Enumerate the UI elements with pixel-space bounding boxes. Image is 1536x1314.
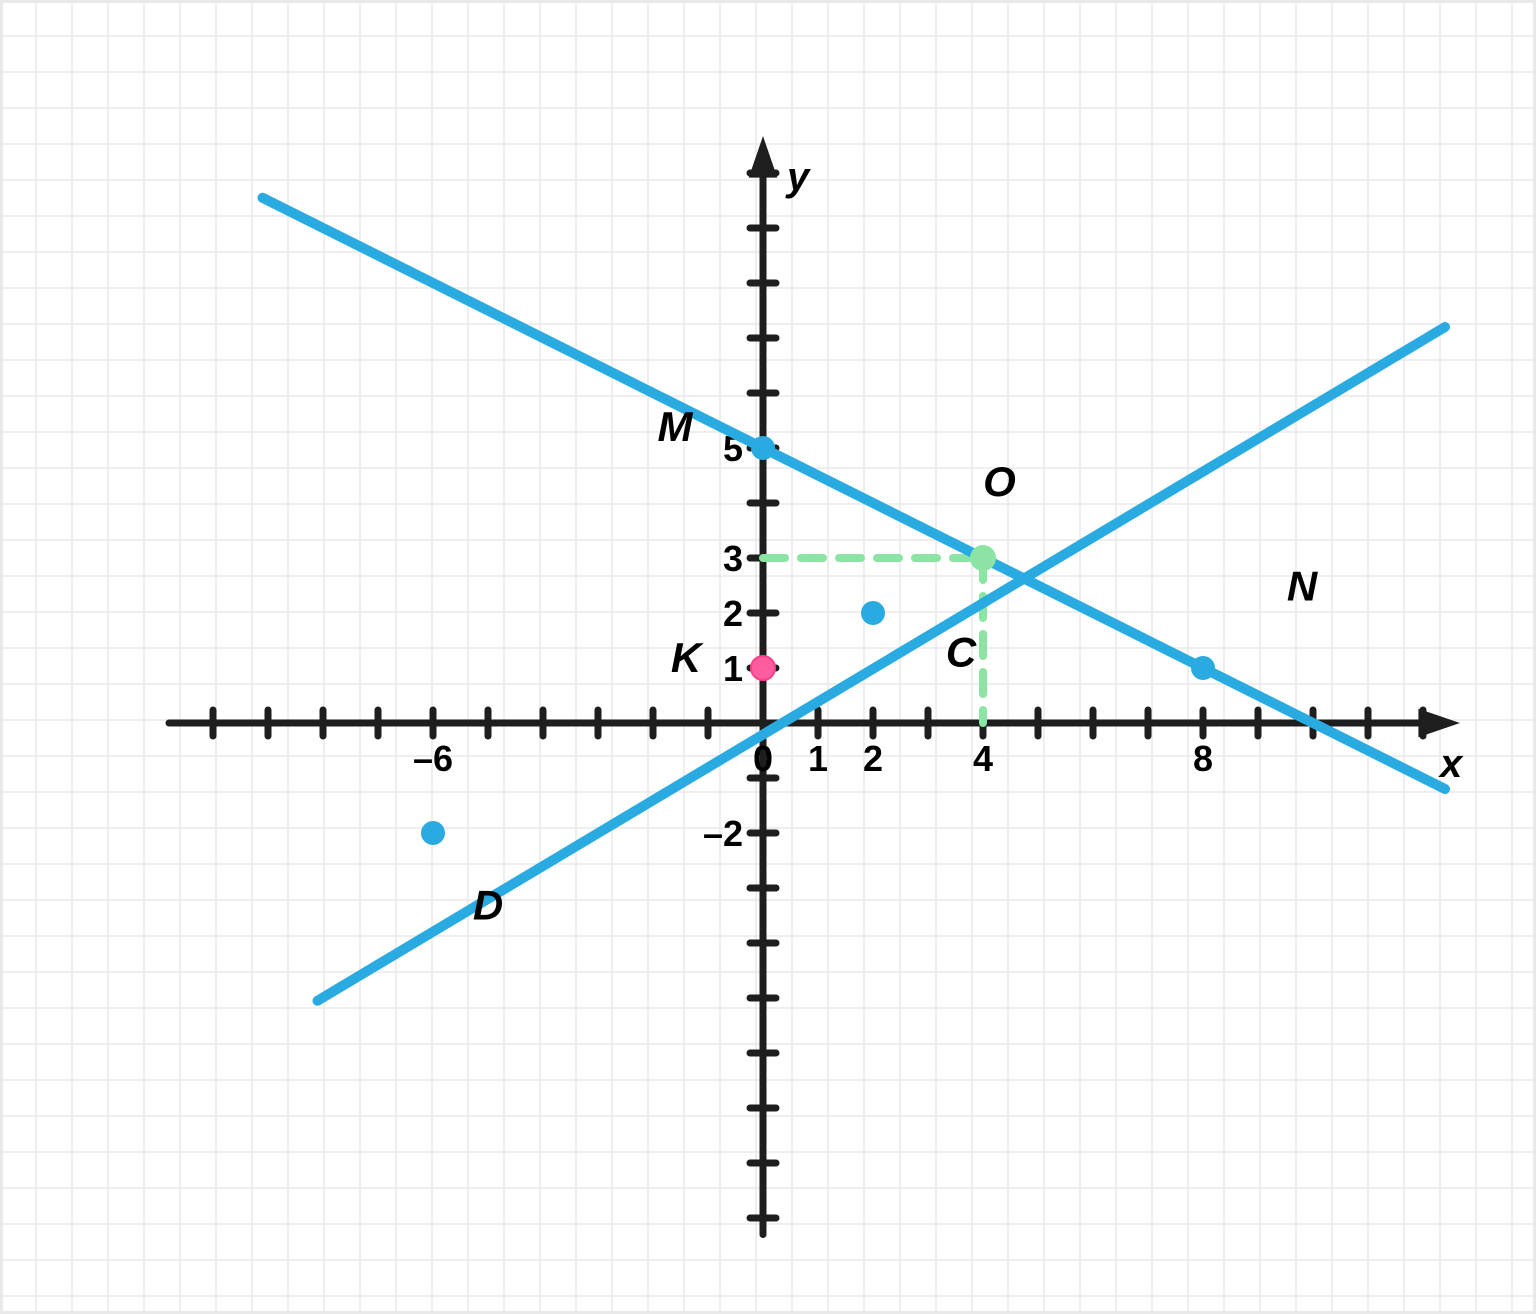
- x-tick-label: 2: [863, 738, 883, 779]
- point-K: [751, 656, 775, 680]
- y-tick-label: 3: [723, 538, 743, 579]
- label-C: C: [946, 629, 977, 676]
- coordinate-plane-chart: –601248–21235xyMKOCND: [0, 0, 1536, 1314]
- label-M: M: [658, 403, 694, 450]
- label-K: K: [671, 634, 704, 681]
- line-MN: [263, 198, 1446, 789]
- point-O: [970, 545, 996, 571]
- chart-svg: –601248–21235xyMKOCND: [0, 0, 1536, 1314]
- y-tick-label: 1: [723, 648, 743, 689]
- x-tick-label: 1: [808, 738, 828, 779]
- label-D: D: [473, 882, 503, 929]
- y-tick-label: –2: [703, 813, 743, 854]
- x-tick-label: –6: [413, 738, 453, 779]
- point-D: [421, 821, 445, 845]
- x-tick-label: 8: [1193, 738, 1213, 779]
- axes: –601248–21235xy: [169, 136, 1464, 1235]
- x-tick-label: 4: [973, 738, 993, 779]
- data-lines: [263, 198, 1446, 1001]
- point-C: [861, 601, 885, 625]
- point-N: [1191, 656, 1215, 680]
- y-tick-label: 2: [723, 593, 743, 634]
- x-axis-label: x: [1438, 742, 1464, 786]
- y-axis-label: y: [785, 155, 811, 199]
- point-M: [751, 436, 775, 460]
- label-N: N: [1287, 563, 1319, 610]
- label-O: O: [983, 458, 1016, 505]
